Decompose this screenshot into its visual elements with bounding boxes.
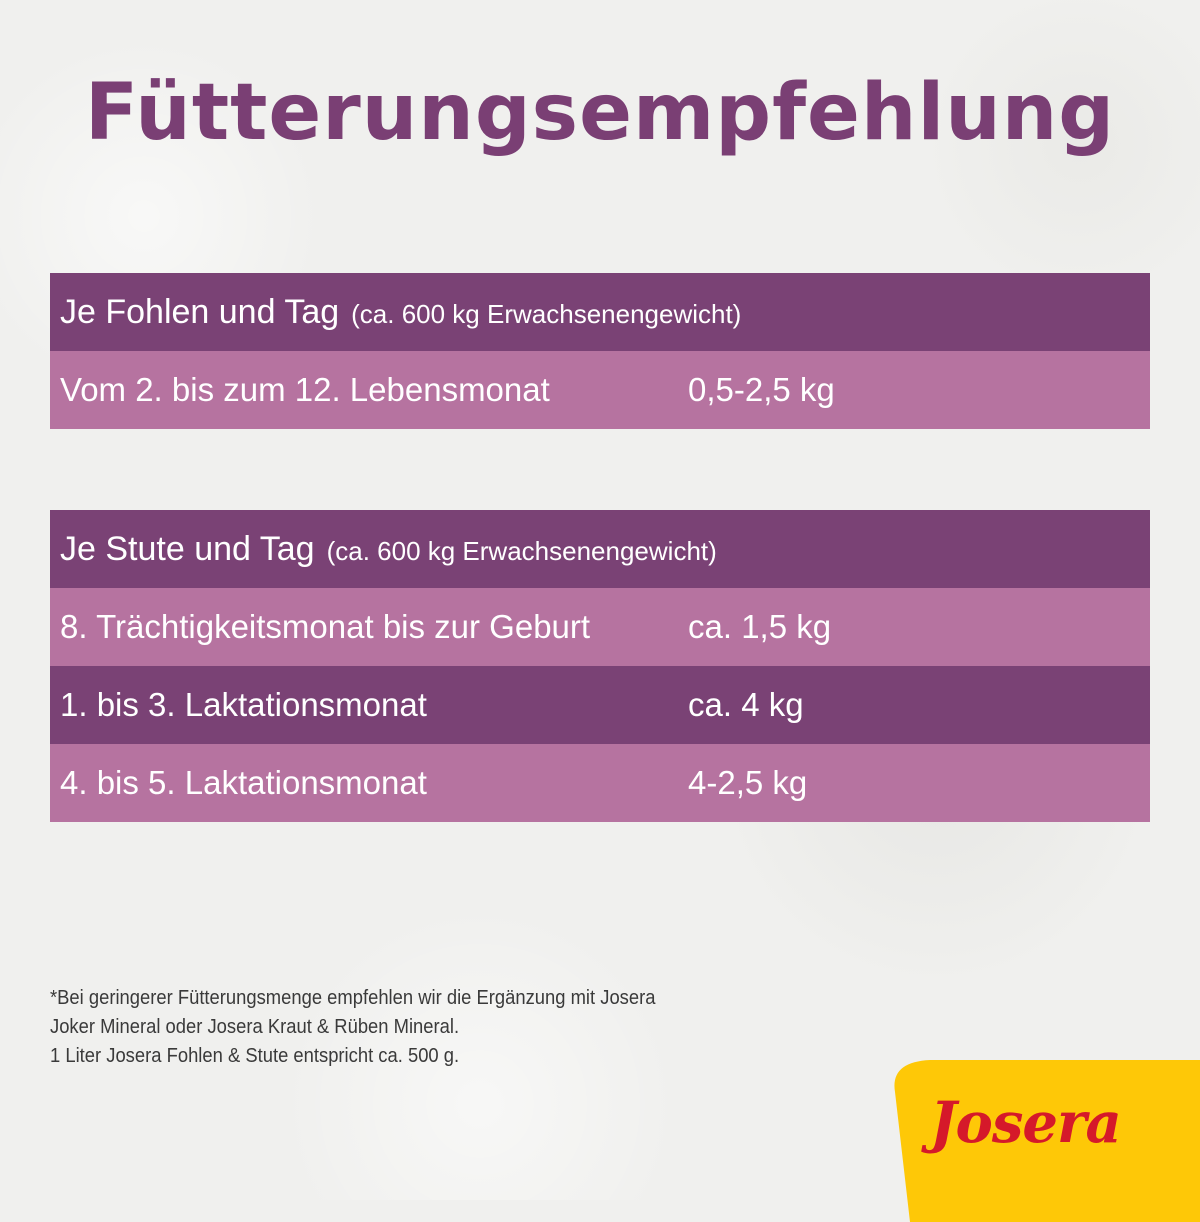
row-value: 0,5-2,5 kg xyxy=(688,371,835,408)
page-title: Fütterungsempfehlung xyxy=(84,68,1116,158)
row-value: ca. 1,5 kg xyxy=(688,608,832,645)
mare-table-header: Je Stute und Tag (ca. 600 kg Erwachsenen… xyxy=(50,510,1150,588)
row-value: ca. 4 kg xyxy=(688,686,804,723)
logo-badge-shape xyxy=(894,1060,1200,1222)
foal-feeding-table: Je Fohlen und Tag (ca. 600 kg Erwachsene… xyxy=(50,273,1150,429)
footnote-line: 1 Liter Josera Fohlen & Stute entspricht… xyxy=(50,1045,460,1067)
foal-header-main: Je Fohlen und Tag xyxy=(60,292,340,331)
mare-header-sub: (ca. 600 kg Erwachsenengewicht) xyxy=(326,535,717,566)
mare-header-main: Je Stute und Tag xyxy=(60,529,315,568)
mare-feeding-table: Je Stute und Tag (ca. 600 kg Erwachsenen… xyxy=(50,510,1150,822)
row-label: Vom 2. bis zum 12. Lebensmonat xyxy=(60,371,550,408)
table-row: 1. bis 3. Laktationsmonat ca. 4 kg xyxy=(50,666,1150,744)
footnote-line: *Bei geringerer Fütterungsmenge empfehle… xyxy=(50,987,656,1009)
footnote-line: Joker Mineral oder Josera Kraut & Rüben … xyxy=(50,1016,460,1038)
row-value: 4-2,5 kg xyxy=(688,764,808,801)
josera-logo: Josera xyxy=(890,1052,1200,1222)
footnote: *Bei geringerer Fütterungsmenge empfehle… xyxy=(50,984,749,1071)
row-label: 4. bis 5. Laktationsmonat xyxy=(60,764,427,801)
logo-wordmark: Josera xyxy=(930,1090,1122,1156)
row-label: 8. Trächtigkeitsmonat bis zur Geburt xyxy=(60,608,591,645)
foal-header-sub: (ca. 600 kg Erwachsenengewicht) xyxy=(351,298,742,329)
row-label: 1. bis 3. Laktationsmonat xyxy=(60,686,427,723)
table-row: 4. bis 5. Laktationsmonat 4-2,5 kg xyxy=(50,744,1150,822)
foal-table-header: Je Fohlen und Tag (ca. 600 kg Erwachsene… xyxy=(50,273,1150,351)
table-row: 8. Trächtigkeitsmonat bis zur Geburt ca.… xyxy=(50,588,1150,666)
table-row: Vom 2. bis zum 12. Lebensmonat 0,5-2,5 k… xyxy=(50,351,1150,429)
